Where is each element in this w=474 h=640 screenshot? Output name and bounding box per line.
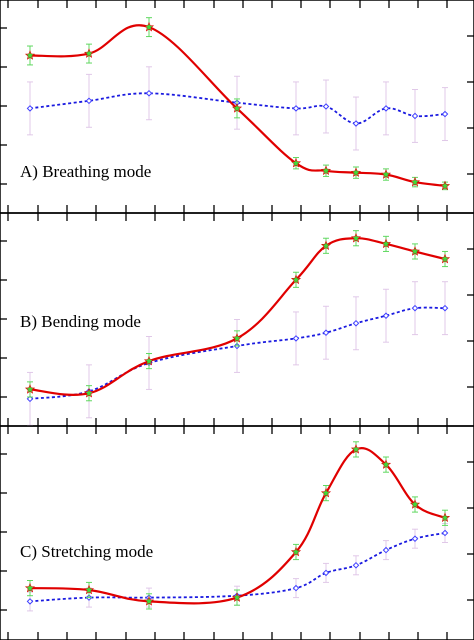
panel-breathing-mode: A) Breathing mode [0,0,474,214]
data-point-star [439,512,451,523]
panel-label-breathing-mode: A) Breathing mode [20,162,151,181]
panel-label-stretching-mode: C) Stretching mode [20,542,153,561]
data-point-star [143,355,155,366]
series-line-solid [29,447,446,605]
data-point-diamond [26,598,34,605]
data-point-diamond [441,304,449,312]
data-point-diamond [382,105,390,112]
data-point-diamond [322,569,330,577]
data-point-diamond [322,329,330,337]
data-point-star [24,50,36,60]
data-point-star [320,487,332,498]
data-point-diamond [292,105,300,112]
data-point-star [439,180,451,191]
data-point-star [24,582,36,593]
data-point-star [350,232,362,243]
data-point-diamond [26,105,34,112]
data-point-star [143,596,155,606]
data-point-diamond [441,529,449,537]
data-point-diamond [352,561,360,569]
data-point-diamond [411,304,419,312]
data-point-diamond [352,319,360,327]
data-point-diamond [26,395,34,403]
data-point-star [380,238,392,249]
data-point-star [290,546,302,557]
data-point-star [320,240,332,251]
data-point-diamond [322,103,330,110]
data-point-star [409,176,421,187]
data-point-diamond [292,335,300,342]
data-point-star [143,21,155,32]
data-point-star [83,48,95,58]
data-point-star [83,584,95,595]
data-point-diamond [411,112,419,120]
data-point-star [24,384,36,394]
panel-stretching-mode: C) Stretching mode [0,425,474,640]
data-point-star [350,167,362,177]
data-point-star [290,157,302,168]
data-point-diamond [411,535,419,543]
data-point-star [231,592,243,602]
data-point-diamond [382,546,390,554]
data-point-star [380,169,392,179]
data-point-star [350,444,362,454]
data-point-diamond [145,89,153,97]
data-point-star [320,165,332,176]
panel-frame [0,425,474,640]
data-point-diamond [85,97,93,105]
panel-bending-mode: B) Bending mode [0,212,474,427]
data-point-star [409,246,421,256]
series-line-solid [29,237,446,396]
data-point-star [380,459,392,469]
series-line-dotted [29,92,446,125]
series-line-solid [29,24,446,187]
data-point-star [409,499,421,509]
data-point-diamond [382,312,390,320]
data-point-star [439,253,451,264]
data-point-diamond [352,120,360,127]
data-point-star [83,387,95,398]
data-point-star [290,274,302,285]
data-point-diamond [441,110,449,118]
data-point-diamond [292,584,300,592]
data-point-star [231,103,243,113]
data-point-star [231,333,243,343]
panel-label-bending-mode: B) Bending mode [20,312,141,331]
